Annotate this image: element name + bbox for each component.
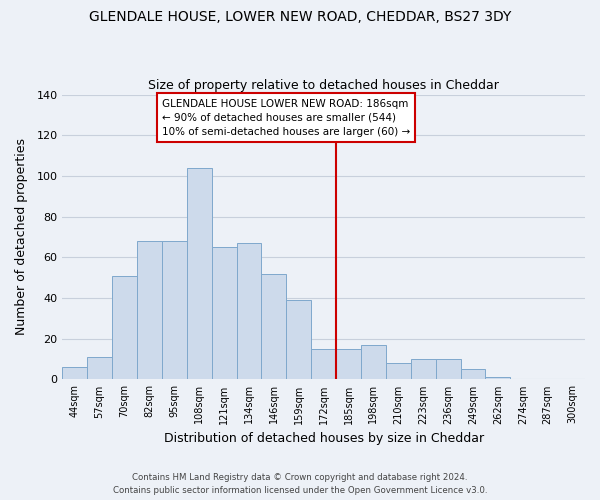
- Bar: [162, 241, 187, 380]
- Title: Size of property relative to detached houses in Cheddar: Size of property relative to detached ho…: [148, 79, 499, 92]
- Bar: [336, 349, 361, 380]
- Bar: [112, 276, 137, 380]
- Bar: [361, 345, 386, 380]
- Bar: [187, 168, 212, 380]
- Bar: [436, 359, 461, 380]
- Bar: [137, 241, 162, 380]
- Bar: [386, 363, 411, 380]
- Text: GLENDALE HOUSE, LOWER NEW ROAD, CHEDDAR, BS27 3DY: GLENDALE HOUSE, LOWER NEW ROAD, CHEDDAR,…: [89, 10, 511, 24]
- Bar: [62, 367, 87, 380]
- Bar: [87, 357, 112, 380]
- Text: Contains HM Land Registry data © Crown copyright and database right 2024.
Contai: Contains HM Land Registry data © Crown c…: [113, 474, 487, 495]
- Bar: [485, 378, 511, 380]
- Bar: [236, 243, 262, 380]
- Y-axis label: Number of detached properties: Number of detached properties: [15, 138, 28, 336]
- Bar: [212, 247, 236, 380]
- Bar: [286, 300, 311, 380]
- X-axis label: Distribution of detached houses by size in Cheddar: Distribution of detached houses by size …: [164, 432, 484, 445]
- Bar: [411, 359, 436, 380]
- Text: GLENDALE HOUSE LOWER NEW ROAD: 186sqm
← 90% of detached houses are smaller (544): GLENDALE HOUSE LOWER NEW ROAD: 186sqm ← …: [162, 98, 410, 136]
- Bar: [311, 349, 336, 380]
- Bar: [262, 274, 286, 380]
- Bar: [461, 370, 485, 380]
